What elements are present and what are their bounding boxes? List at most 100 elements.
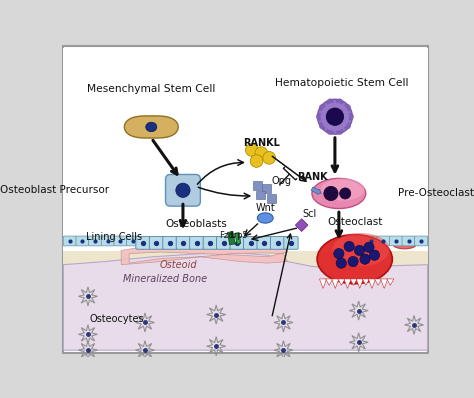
Bar — [228, 232, 235, 245]
FancyBboxPatch shape — [263, 184, 271, 193]
Text: RANKL: RANKL — [243, 138, 280, 148]
Ellipse shape — [257, 213, 273, 223]
Ellipse shape — [392, 239, 417, 249]
Bar — [235, 232, 241, 244]
FancyBboxPatch shape — [256, 191, 265, 199]
Polygon shape — [368, 279, 375, 289]
Circle shape — [263, 152, 275, 164]
Circle shape — [250, 155, 263, 167]
Circle shape — [346, 113, 354, 120]
FancyBboxPatch shape — [267, 194, 276, 203]
FancyBboxPatch shape — [163, 236, 177, 249]
Circle shape — [324, 186, 338, 201]
FancyBboxPatch shape — [76, 236, 89, 246]
FancyBboxPatch shape — [284, 236, 298, 249]
Text: Scl: Scl — [302, 209, 317, 219]
Text: Fzd: Fzd — [219, 231, 234, 240]
Circle shape — [327, 127, 334, 135]
Polygon shape — [338, 279, 345, 285]
Polygon shape — [121, 239, 287, 265]
Polygon shape — [319, 279, 327, 289]
FancyBboxPatch shape — [377, 236, 390, 246]
FancyBboxPatch shape — [217, 236, 231, 249]
Ellipse shape — [333, 233, 390, 266]
Text: Hematopoietic Stem Cell: Hematopoietic Stem Cell — [274, 78, 408, 88]
Circle shape — [340, 188, 351, 199]
Circle shape — [344, 104, 351, 111]
Circle shape — [336, 258, 346, 268]
FancyBboxPatch shape — [364, 236, 377, 246]
Circle shape — [321, 102, 349, 131]
Ellipse shape — [321, 178, 365, 201]
Circle shape — [319, 104, 326, 111]
Circle shape — [246, 144, 258, 156]
Text: Opg: Opg — [272, 176, 292, 186]
Circle shape — [348, 256, 358, 267]
Polygon shape — [350, 279, 357, 285]
Polygon shape — [374, 279, 382, 285]
FancyBboxPatch shape — [165, 174, 201, 206]
FancyBboxPatch shape — [203, 236, 218, 249]
Text: Osteoblast Precursor: Osteoblast Precursor — [0, 185, 109, 195]
Circle shape — [364, 242, 374, 252]
Ellipse shape — [317, 234, 392, 284]
Text: Wnt: Wnt — [255, 203, 275, 213]
Circle shape — [316, 113, 323, 120]
FancyBboxPatch shape — [253, 181, 262, 190]
FancyBboxPatch shape — [415, 236, 428, 246]
Text: Lrp5: Lrp5 — [229, 231, 248, 240]
Circle shape — [336, 99, 343, 106]
FancyArrow shape — [311, 187, 321, 194]
Circle shape — [344, 241, 354, 252]
Polygon shape — [381, 279, 388, 289]
Circle shape — [344, 122, 351, 129]
Ellipse shape — [312, 178, 366, 209]
Polygon shape — [344, 279, 351, 289]
Polygon shape — [362, 279, 369, 285]
FancyBboxPatch shape — [63, 236, 76, 246]
FancyBboxPatch shape — [101, 236, 114, 246]
FancyBboxPatch shape — [127, 236, 139, 246]
Polygon shape — [64, 253, 428, 350]
Polygon shape — [356, 279, 363, 289]
Circle shape — [327, 99, 334, 106]
Circle shape — [334, 248, 344, 259]
Text: RANK: RANK — [297, 172, 328, 182]
Bar — [64, 251, 428, 350]
FancyBboxPatch shape — [230, 236, 244, 249]
Text: Osteoclast: Osteoclast — [327, 217, 383, 227]
Circle shape — [176, 183, 190, 197]
Text: Osteoblasts: Osteoblasts — [165, 219, 227, 228]
Circle shape — [326, 108, 344, 125]
Text: Pre-Osteoclast: Pre-Osteoclast — [398, 189, 474, 199]
Circle shape — [354, 245, 365, 256]
Ellipse shape — [146, 122, 157, 132]
Circle shape — [318, 99, 352, 134]
FancyBboxPatch shape — [136, 236, 150, 249]
FancyBboxPatch shape — [176, 236, 191, 249]
FancyBboxPatch shape — [190, 236, 204, 249]
Polygon shape — [332, 279, 339, 289]
FancyBboxPatch shape — [149, 236, 164, 249]
Text: Lining Cells: Lining Cells — [86, 232, 142, 242]
FancyBboxPatch shape — [402, 236, 415, 246]
Text: Mesenchymal Stem Cell: Mesenchymal Stem Cell — [87, 84, 216, 94]
Polygon shape — [295, 219, 308, 232]
Circle shape — [319, 122, 326, 129]
Text: Mineralized Bone: Mineralized Bone — [123, 274, 207, 284]
Circle shape — [360, 254, 370, 264]
FancyBboxPatch shape — [244, 236, 258, 249]
FancyBboxPatch shape — [89, 236, 101, 246]
FancyBboxPatch shape — [63, 46, 428, 353]
Circle shape — [255, 147, 268, 160]
Bar — [64, 48, 428, 251]
FancyBboxPatch shape — [257, 236, 271, 249]
Text: Osteoid: Osteoid — [159, 260, 197, 271]
Polygon shape — [387, 279, 394, 285]
Circle shape — [369, 250, 380, 260]
Polygon shape — [124, 116, 178, 138]
Circle shape — [336, 127, 343, 135]
FancyBboxPatch shape — [114, 236, 127, 246]
FancyBboxPatch shape — [389, 236, 402, 246]
Polygon shape — [326, 279, 333, 285]
